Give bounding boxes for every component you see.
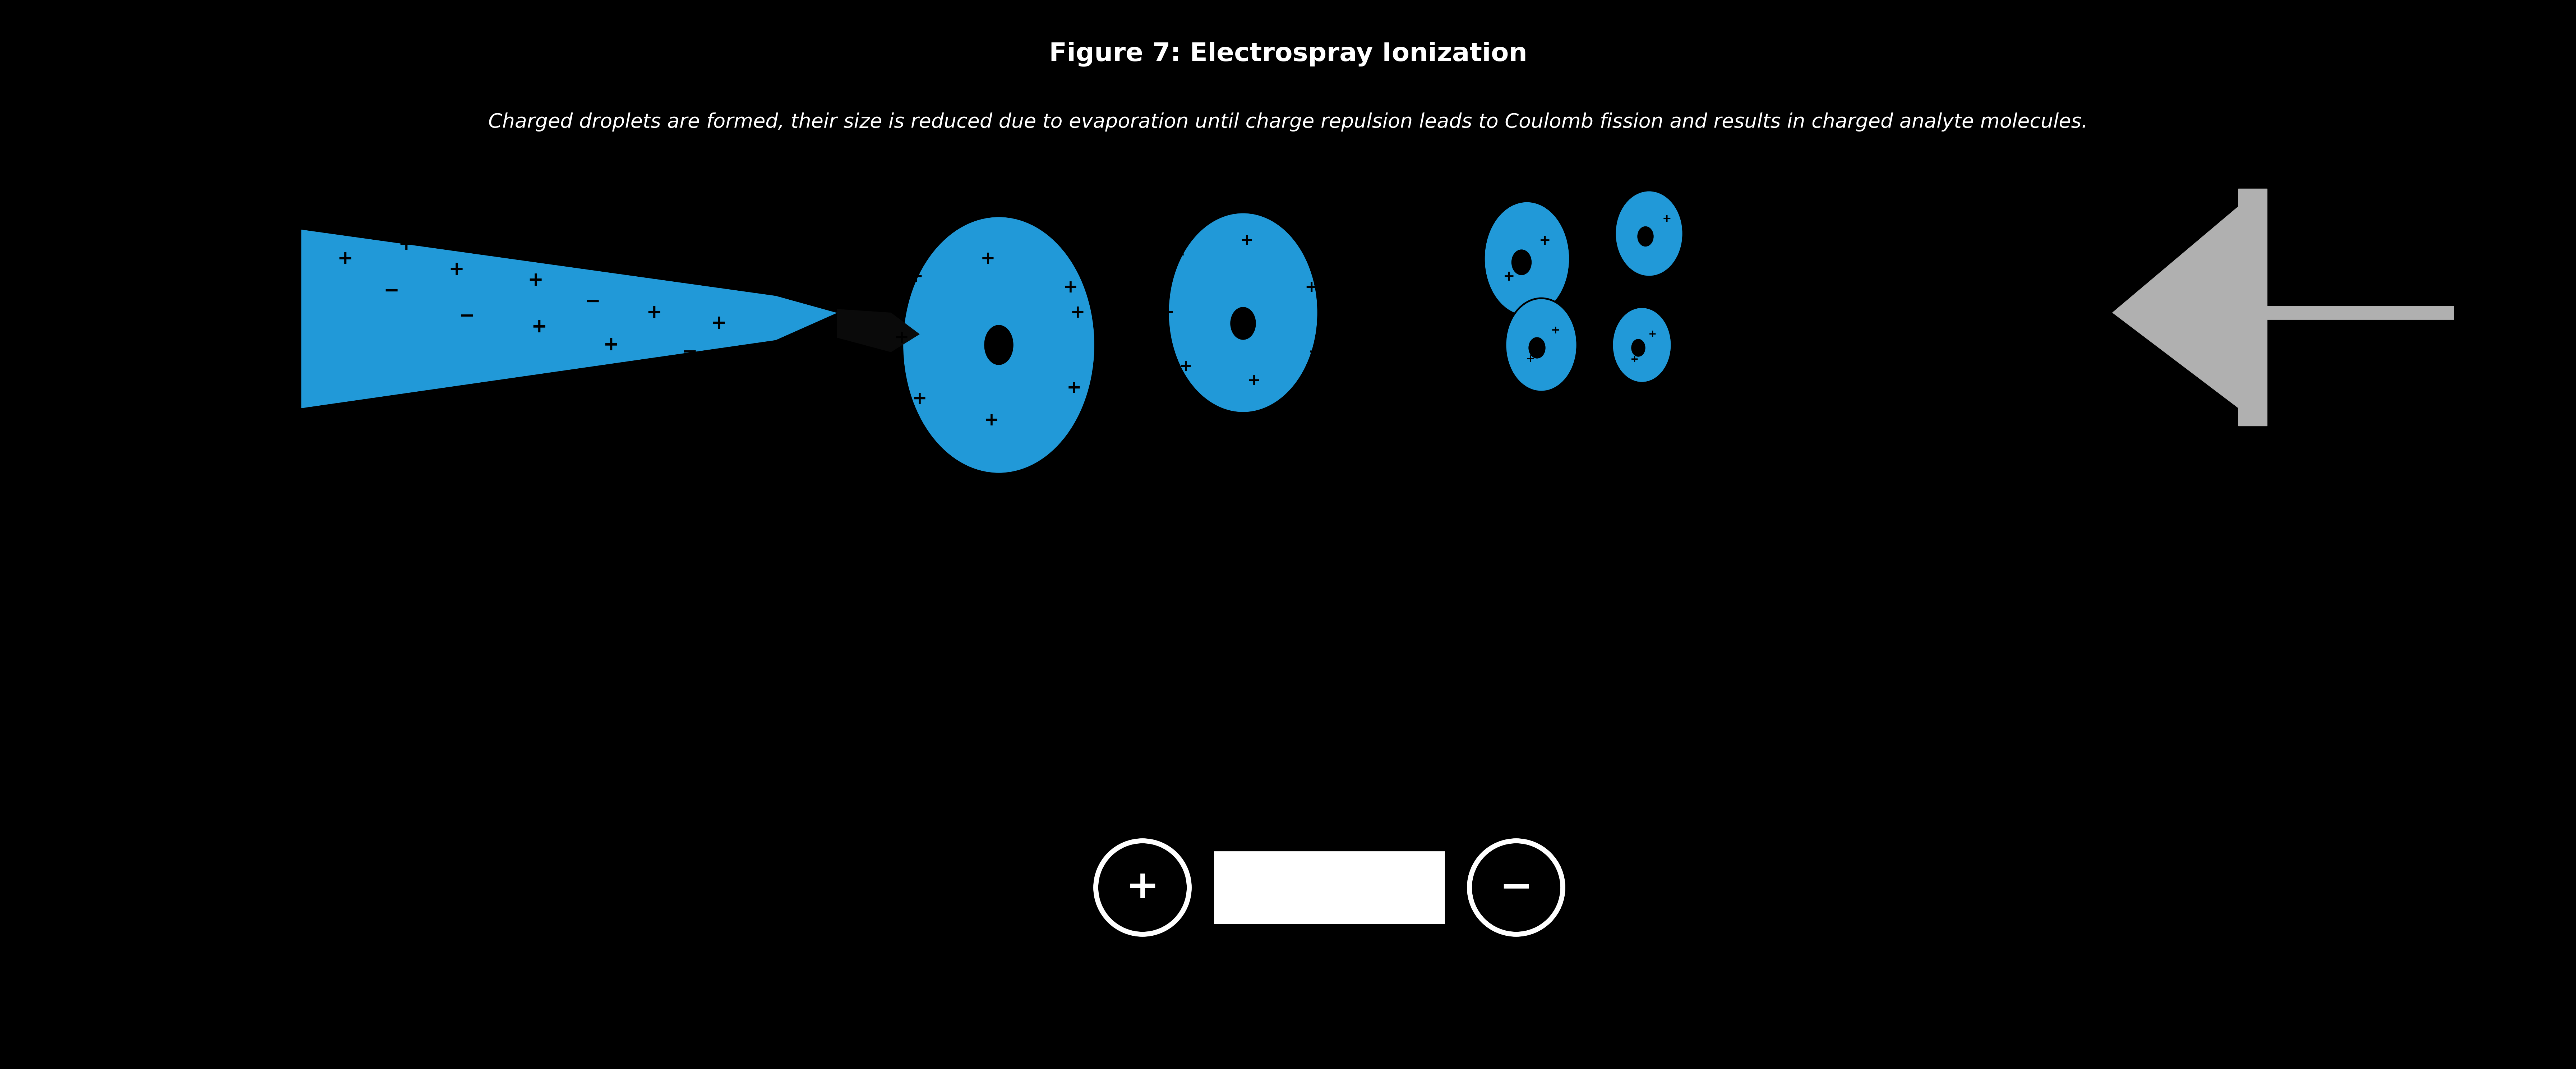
Ellipse shape: [902, 216, 1095, 475]
Text: +: +: [448, 260, 464, 279]
Text: +: +: [1303, 280, 1319, 295]
Ellipse shape: [1615, 190, 1682, 277]
Text: +: +: [739, 354, 755, 372]
Text: −: −: [1499, 868, 1533, 907]
Text: −: −: [459, 307, 474, 326]
Ellipse shape: [1528, 338, 1546, 358]
Text: +: +: [1538, 234, 1551, 248]
Ellipse shape: [1484, 201, 1569, 316]
Polygon shape: [837, 309, 920, 352]
Text: +: +: [1525, 354, 1535, 365]
Text: +: +: [1502, 269, 1515, 283]
Text: −: −: [384, 282, 399, 300]
Ellipse shape: [1504, 298, 1577, 391]
Text: +: +: [603, 336, 618, 354]
Ellipse shape: [1631, 339, 1646, 356]
Ellipse shape: [1638, 227, 1654, 246]
Text: +: +: [1069, 304, 1084, 322]
Bar: [1213, 852, 1445, 924]
Text: +: +: [1180, 359, 1193, 374]
Text: +: +: [909, 268, 925, 285]
Text: +: +: [1631, 354, 1638, 365]
Text: +: +: [711, 314, 726, 332]
Text: +: +: [1247, 373, 1260, 389]
Ellipse shape: [984, 325, 1012, 365]
Text: +: +: [1239, 233, 1252, 248]
Bar: [2239, 188, 2267, 425]
Text: +: +: [1064, 279, 1077, 296]
Text: +: +: [1662, 214, 1672, 224]
Text: +: +: [1066, 379, 1082, 397]
Text: +: +: [337, 249, 353, 268]
Text: +: +: [984, 412, 999, 429]
Text: +: +: [528, 270, 544, 290]
Text: +: +: [981, 250, 994, 267]
Circle shape: [1468, 841, 1564, 934]
Polygon shape: [299, 228, 840, 409]
Ellipse shape: [1512, 250, 1530, 275]
Text: +: +: [531, 317, 546, 337]
Ellipse shape: [1231, 307, 1255, 340]
Text: Figure 7: Electrospray Ionization: Figure 7: Electrospray Ionization: [1048, 42, 1528, 66]
Text: +: +: [397, 235, 415, 253]
Text: −: −: [683, 343, 698, 361]
Ellipse shape: [1167, 212, 1319, 414]
Text: +: +: [1649, 329, 1656, 339]
Ellipse shape: [1613, 307, 1672, 383]
Text: +: +: [647, 304, 662, 322]
Polygon shape: [2112, 206, 2239, 408]
Text: +: +: [1162, 305, 1175, 321]
Text: +: +: [1309, 344, 1321, 360]
Text: +: +: [912, 390, 927, 407]
Text: +: +: [894, 329, 909, 346]
Text: −: −: [585, 293, 600, 311]
Text: +: +: [1126, 868, 1159, 907]
Text: +: +: [1172, 247, 1185, 263]
Text: +: +: [1551, 325, 1561, 336]
Text: Charged droplets are formed, their size is reduced due to evaporation until char: Charged droplets are formed, their size …: [489, 112, 2087, 131]
Circle shape: [1095, 841, 1190, 934]
